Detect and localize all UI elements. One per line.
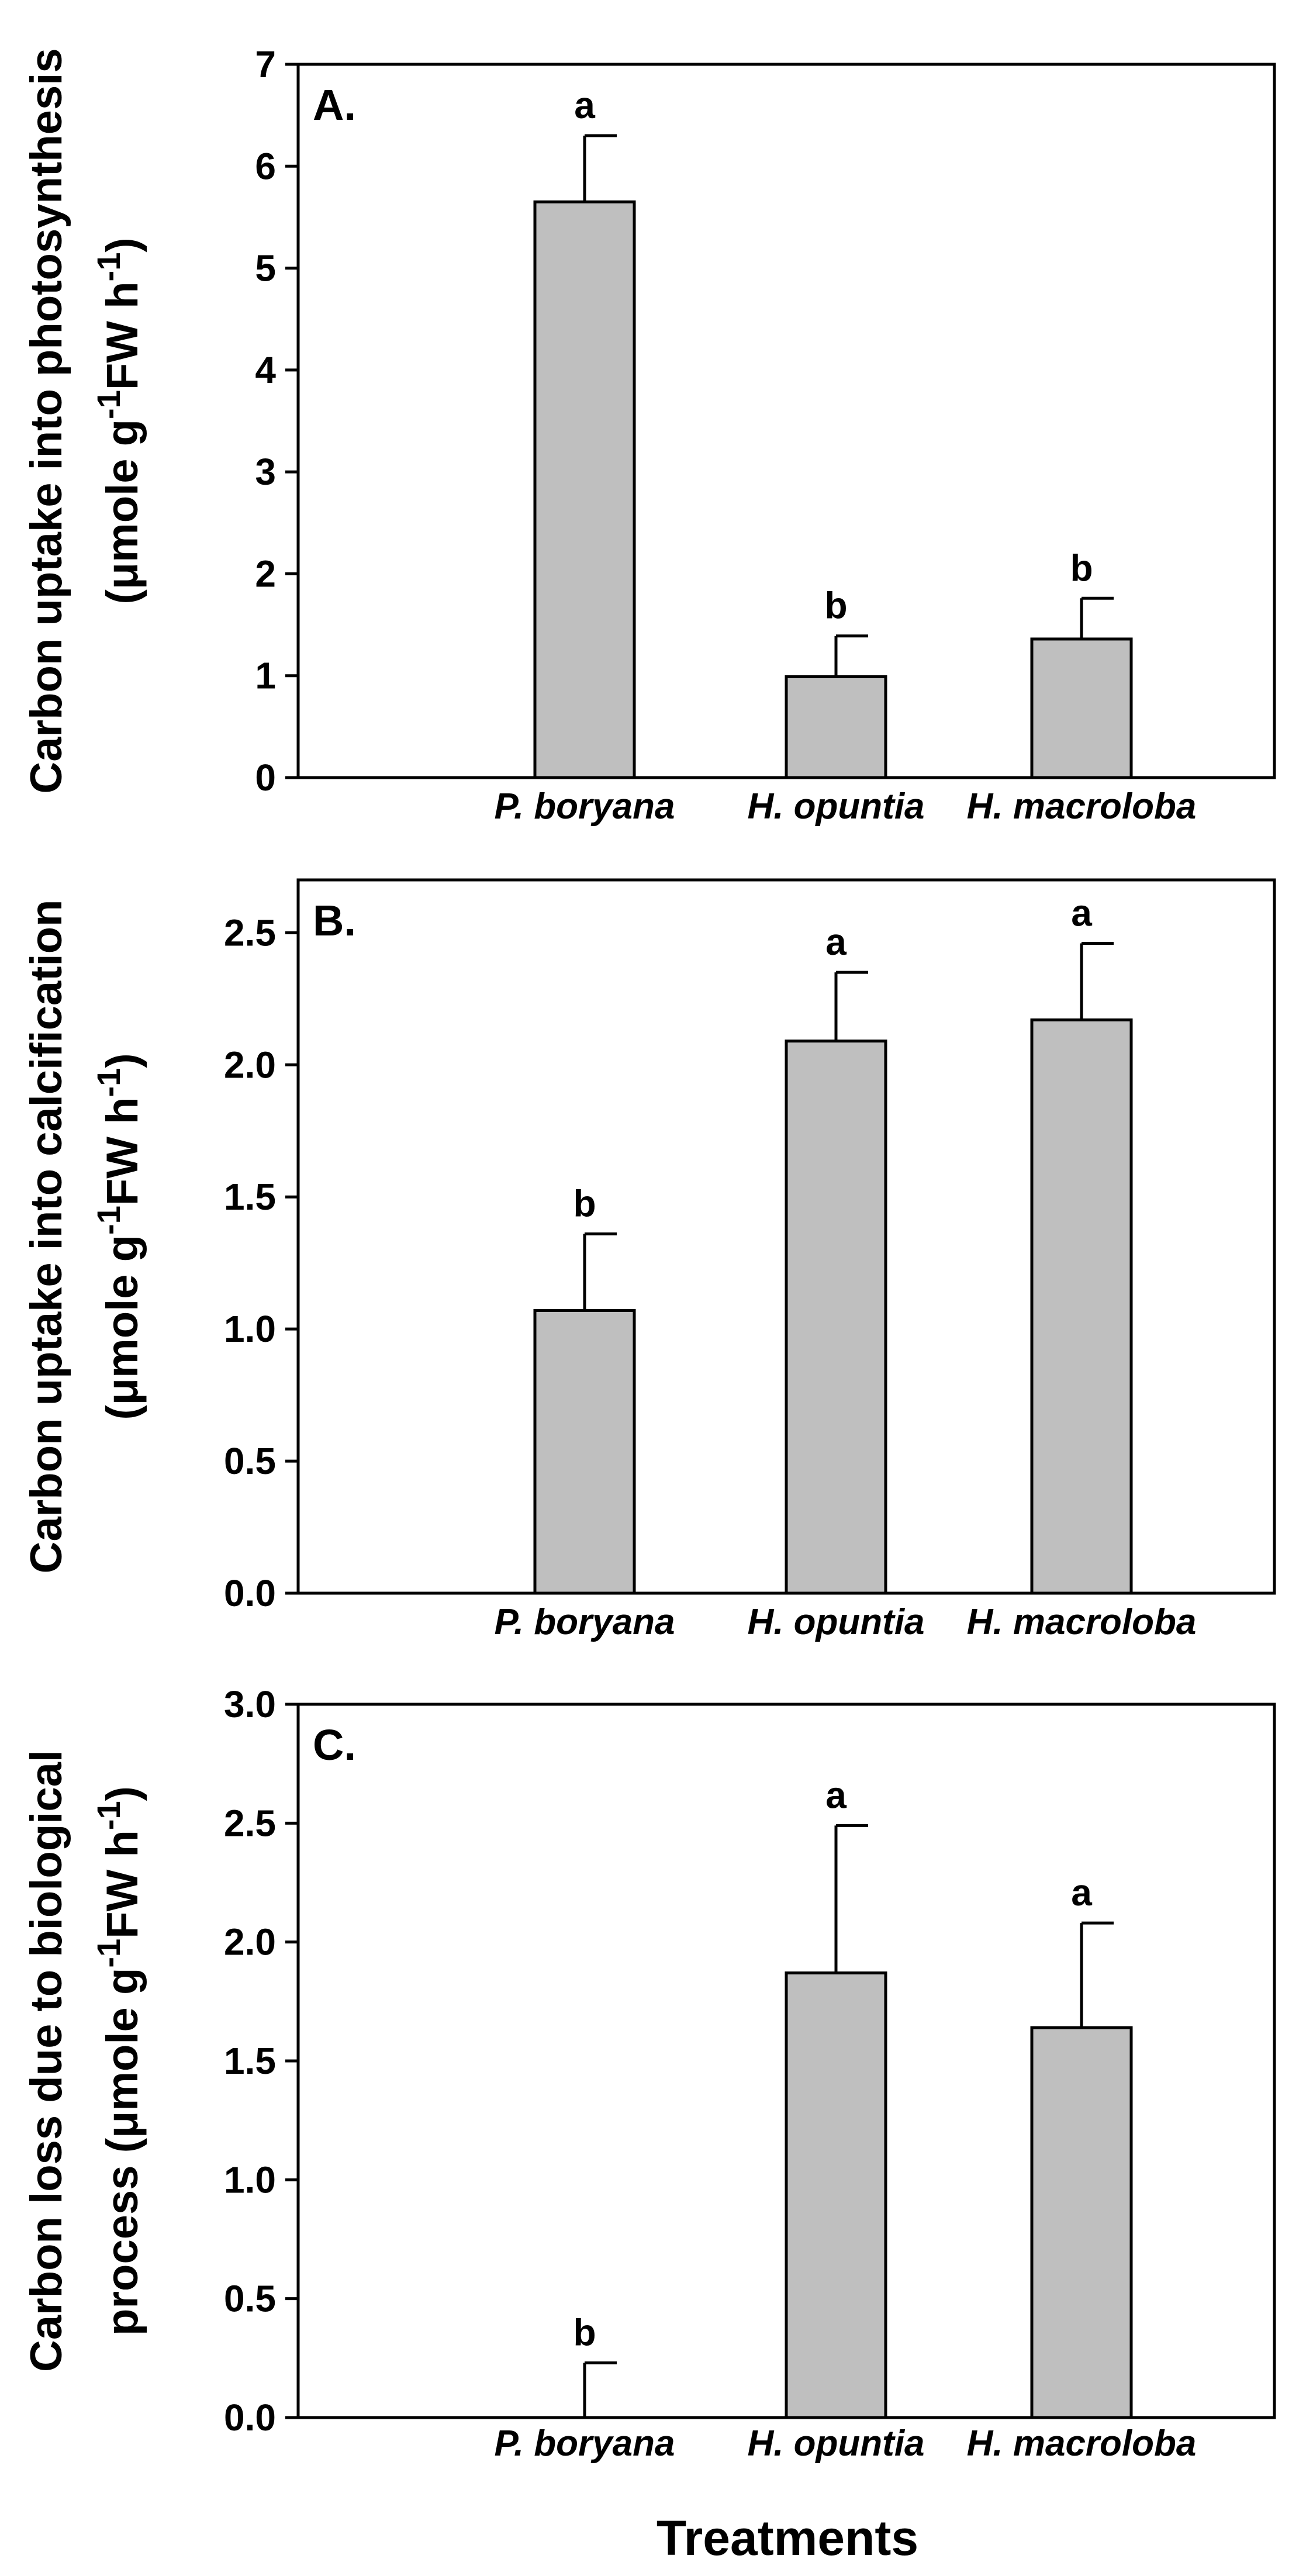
- bar: [1030, 1018, 1133, 1595]
- ylabel-units-mid: FW h: [98, 281, 147, 390]
- ylabel-units-start: (μmole g: [98, 419, 147, 605]
- ylabel-superscript: -1: [90, 390, 127, 419]
- y-tick-label: 1: [255, 655, 276, 697]
- ylabel-units-mid: FW h: [98, 1097, 147, 1206]
- y-tick-label: 5: [255, 247, 276, 289]
- x-category-label: P. boryana: [494, 2423, 675, 2464]
- significance-label: b: [573, 1182, 596, 1224]
- bar: [785, 675, 887, 779]
- y-tick-label: 1.0: [224, 2159, 276, 2201]
- significance-label: a: [825, 921, 847, 963]
- y-tick-label: 4: [255, 349, 276, 391]
- y-tick-label: 2.0: [224, 1921, 276, 1963]
- y-tick-label: 1.5: [224, 2040, 276, 2082]
- x-axis-title: Treatments: [657, 2511, 918, 2565]
- y-tick-label: 0.5: [224, 2278, 276, 2320]
- y-axis-title-line1: Carbon loss due to biological: [22, 1750, 71, 2372]
- x-category-label: H. opuntia: [747, 786, 924, 827]
- bar: [533, 200, 636, 779]
- ylabel-units-end: ): [98, 1053, 147, 1068]
- chart-panel-c: 0.0 0.5 1.0 1.5 2.0 2.5 3.0 b P. boryana a H. opun…: [22, 1683, 1276, 2464]
- y-tick-label: 0: [255, 757, 276, 799]
- significance-label: a: [825, 1774, 847, 1816]
- y-tick-label: 2.5: [224, 1802, 276, 1844]
- panel-label: C.: [313, 1721, 356, 1769]
- significance-label: b: [573, 2311, 596, 2353]
- bar: [1030, 2026, 1133, 2419]
- significance-label: b: [1070, 547, 1093, 589]
- x-category-label: H. opuntia: [747, 2423, 924, 2464]
- x-category-label: H. macroloba: [967, 786, 1197, 827]
- y-tick-label: 3.0: [224, 1683, 276, 1725]
- y-tick-label: 2.0: [224, 1044, 276, 1086]
- y-tick-label: 0.0: [224, 1572, 276, 1614]
- y-tick-label: 1.0: [224, 1308, 276, 1350]
- x-category-label: H. opuntia: [747, 1602, 924, 1642]
- ylabel-superscript: -1: [90, 253, 127, 282]
- x-category-label: H. macroloba: [967, 1602, 1197, 1642]
- ylabel-superscript: -1: [90, 1939, 127, 1968]
- y-tick-label: 6: [255, 145, 276, 187]
- y-axis-title-line1: Carbon uptake into calcification: [22, 900, 71, 1574]
- ylabel-units-end: ): [98, 237, 147, 252]
- y-tick-label: 0.5: [224, 1440, 276, 1482]
- bar: [785, 1971, 887, 2419]
- chart-panel-b: 0.0 0.5 1.0 1.5 2.0 2.5 b P. boryana a H. opuntia…: [22, 878, 1276, 1642]
- significance-label: a: [1071, 892, 1092, 934]
- ylabel-units-start: process (μmole g: [98, 1968, 147, 2336]
- y-tick-label: 2: [255, 553, 276, 595]
- panel-label: A.: [313, 81, 356, 129]
- bar: [1030, 637, 1133, 779]
- significance-label: b: [824, 585, 847, 627]
- significance-label: a: [1071, 1871, 1092, 1914]
- ylabel-units-mid: FW h: [98, 1830, 147, 1939]
- significance-label: a: [574, 84, 595, 126]
- y-tick-label: 3: [255, 451, 276, 493]
- y-axis-title-line1: Carbon uptake into photosynthesis: [22, 48, 71, 793]
- y-tick-label: 1.5: [224, 1176, 276, 1218]
- panel-label: B.: [313, 896, 356, 945]
- ylabel-superscript: -1: [90, 1068, 127, 1097]
- x-category-label: P. boryana: [494, 786, 675, 827]
- y-tick-label: 0.0: [224, 2397, 276, 2439]
- chart-panel-a: 0 1 2 3 4 5 6 7 a P. boryana b H. opuntia b H. macrol…: [22, 43, 1276, 827]
- ylabel-superscript: -1: [90, 1206, 127, 1235]
- ylabel-units-start: (μmole g: [98, 1235, 147, 1420]
- bar: [785, 1040, 887, 1595]
- ylabel-superscript: -1: [90, 1801, 127, 1830]
- y-tick-label: 2.5: [224, 911, 276, 954]
- x-category-label: P. boryana: [494, 1602, 675, 1642]
- y-axis-title-line2: process (μmole g-1FW h-1): [90, 1786, 147, 2336]
- bar: [533, 1309, 636, 1595]
- y-tick-label: 7: [255, 43, 276, 85]
- x-category-label: H. macroloba: [967, 2423, 1197, 2464]
- y-axis-title-line2: (μmole g-1FW h-1): [90, 1053, 147, 1420]
- y-axis-title-line2: (μmole g-1FW h-1): [90, 237, 147, 604]
- ylabel-units-end: ): [98, 1786, 147, 1801]
